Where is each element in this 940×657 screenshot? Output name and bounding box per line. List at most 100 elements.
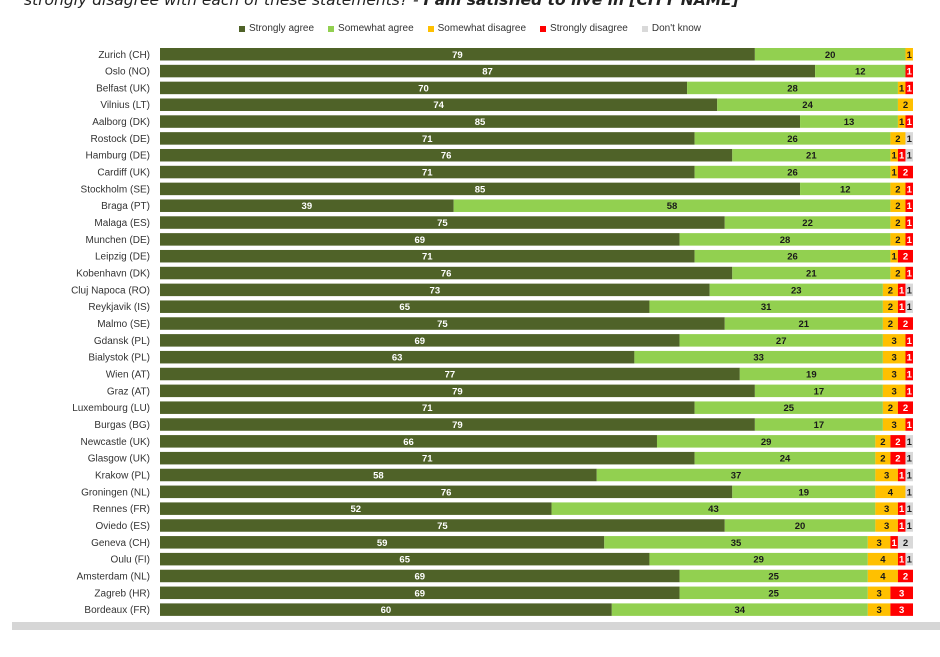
bar-segment-strongly-disagree <box>905 216 913 229</box>
bar-segment-somewhat-agree <box>453 199 891 212</box>
data-label: 1 <box>907 386 913 397</box>
bar-segment-somewhat-agree <box>754 418 883 431</box>
bar-segment-strongly-disagree <box>897 552 906 566</box>
bar-segment-don-t-know <box>905 132 913 145</box>
bar-segment-don-t-know <box>905 519 913 532</box>
data-label: 76 <box>441 487 452 498</box>
data-label: 43 <box>708 504 719 515</box>
bar-segment-somewhat-agree <box>732 148 891 162</box>
bar-segment-strongly-disagree <box>905 266 913 280</box>
bar-segment-strongly-agree <box>160 519 725 532</box>
data-label: 1 <box>907 555 913 566</box>
legend-item: Strongly agree <box>238 23 315 34</box>
bar-segment-somewhat-disagree <box>897 81 906 95</box>
bar-segment-strongly-agree <box>160 552 650 566</box>
bar-segment-somewhat-disagree <box>890 216 906 229</box>
data-label: 22 <box>802 218 813 229</box>
bar-segment-somewhat-agree <box>694 132 891 145</box>
category-label: Reykjavik (IS) <box>88 302 150 313</box>
data-label: 71 <box>422 454 433 465</box>
bar-segment-somewhat-agree <box>679 233 891 246</box>
bar-segment-somewhat-agree <box>732 266 891 280</box>
bar-segment-somewhat-agree <box>754 48 906 61</box>
data-label: 2 <box>895 454 900 465</box>
data-label: 21 <box>799 319 810 330</box>
category-label: Bialystok (PL) <box>88 353 150 364</box>
data-label: 1 <box>907 184 913 195</box>
bar-segment-somewhat-agree <box>800 182 891 196</box>
data-label: 79 <box>452 386 463 397</box>
bar-segment-strongly-agree <box>160 64 816 78</box>
data-label: 59 <box>377 538 388 549</box>
bar-segment-somewhat-agree <box>679 586 868 600</box>
bar-segment-somewhat-agree <box>694 401 883 414</box>
data-label: 76 <box>441 151 452 162</box>
bar-segment-strongly-agree <box>160 536 605 549</box>
bar-segment-strongly-agree <box>160 81 688 95</box>
data-label: 4 <box>888 487 894 498</box>
bar-segment-strongly-agree <box>160 468 597 482</box>
bar-segment-somewhat-agree <box>551 502 876 515</box>
data-label: 2 <box>895 269 900 280</box>
bar-segment-strongly-agree <box>160 300 650 313</box>
legend-label: Strongly agree <box>248 23 315 34</box>
bar-segment-somewhat-agree <box>717 98 898 111</box>
bar-segment-somewhat-disagree <box>890 132 906 145</box>
data-label: 1 <box>907 454 913 465</box>
data-label: 25 <box>783 403 794 414</box>
horizontal-scrollbar[interactable] <box>12 622 940 630</box>
data-label: 85 <box>475 117 486 128</box>
bar-segment-somewhat-agree <box>649 552 868 566</box>
legend-label: Don't know <box>651 23 702 34</box>
data-label: 3 <box>884 521 889 532</box>
bar-segment-somewhat-disagree <box>875 468 898 482</box>
data-label: 74 <box>433 100 444 111</box>
bar-segment-somewhat-disagree <box>882 300 898 313</box>
data-label: 1 <box>892 252 898 263</box>
bar-segment-strongly-disagree <box>890 451 906 465</box>
bar-segment-strongly-disagree <box>897 249 913 263</box>
bar-segment-somewhat-agree <box>754 384 883 398</box>
bar-segment-somewhat-agree <box>634 350 883 364</box>
bar-segment-strongly-agree <box>160 367 740 381</box>
bar-segment-somewhat-disagree <box>890 182 906 196</box>
category-label: Cluj Napoca (RO) <box>71 285 150 296</box>
data-label: 20 <box>795 521 806 532</box>
bar-segment-strongly-agree <box>160 317 725 330</box>
bar-segment-somewhat-agree <box>694 165 891 179</box>
bar-segment-somewhat-disagree <box>882 384 906 398</box>
bar-segment-strongly-agree <box>160 401 695 414</box>
legend: Strongly agree Somewhat agree Somewhat dis… <box>0 23 940 34</box>
legend-label: Somewhat disagree <box>437 23 527 34</box>
legend-swatch <box>540 25 547 32</box>
data-label: 69 <box>414 571 425 582</box>
bar-segment-strongly-disagree <box>897 401 913 414</box>
data-label: 13 <box>844 117 855 128</box>
bar-segment-somewhat-agree <box>694 451 876 465</box>
data-label: 71 <box>422 168 433 179</box>
legend-label: Strongly disagree <box>550 23 628 34</box>
data-label: 1 <box>907 370 913 381</box>
bar-segment-somewhat-disagree <box>890 199 906 212</box>
data-label: 17 <box>814 420 825 431</box>
bar-segment-strongly-agree <box>160 98 718 111</box>
category-label: Krakow (PL) <box>95 471 150 482</box>
data-label: 2 <box>903 168 908 179</box>
data-label: 1 <box>899 83 905 94</box>
bar-segment-somewhat-disagree <box>875 519 898 532</box>
data-label: 1 <box>899 504 905 515</box>
data-label: 2 <box>895 235 900 246</box>
data-label: 2 <box>895 134 900 145</box>
bar-segment-somewhat-disagree <box>890 266 906 280</box>
data-label: 75 <box>437 319 448 330</box>
bar-segment-somewhat-agree <box>709 283 883 297</box>
bar-segment-somewhat-disagree <box>890 165 898 179</box>
bar-segment-somewhat-disagree <box>882 350 906 364</box>
bar-segment-strongly-disagree <box>897 148 906 162</box>
data-label: 2 <box>888 403 893 414</box>
data-label: 1 <box>907 420 913 431</box>
category-label: Wien (AT) <box>106 370 150 381</box>
data-label: 39 <box>302 201 313 212</box>
data-label: 21 <box>806 269 817 280</box>
data-label: 20 <box>825 50 836 61</box>
